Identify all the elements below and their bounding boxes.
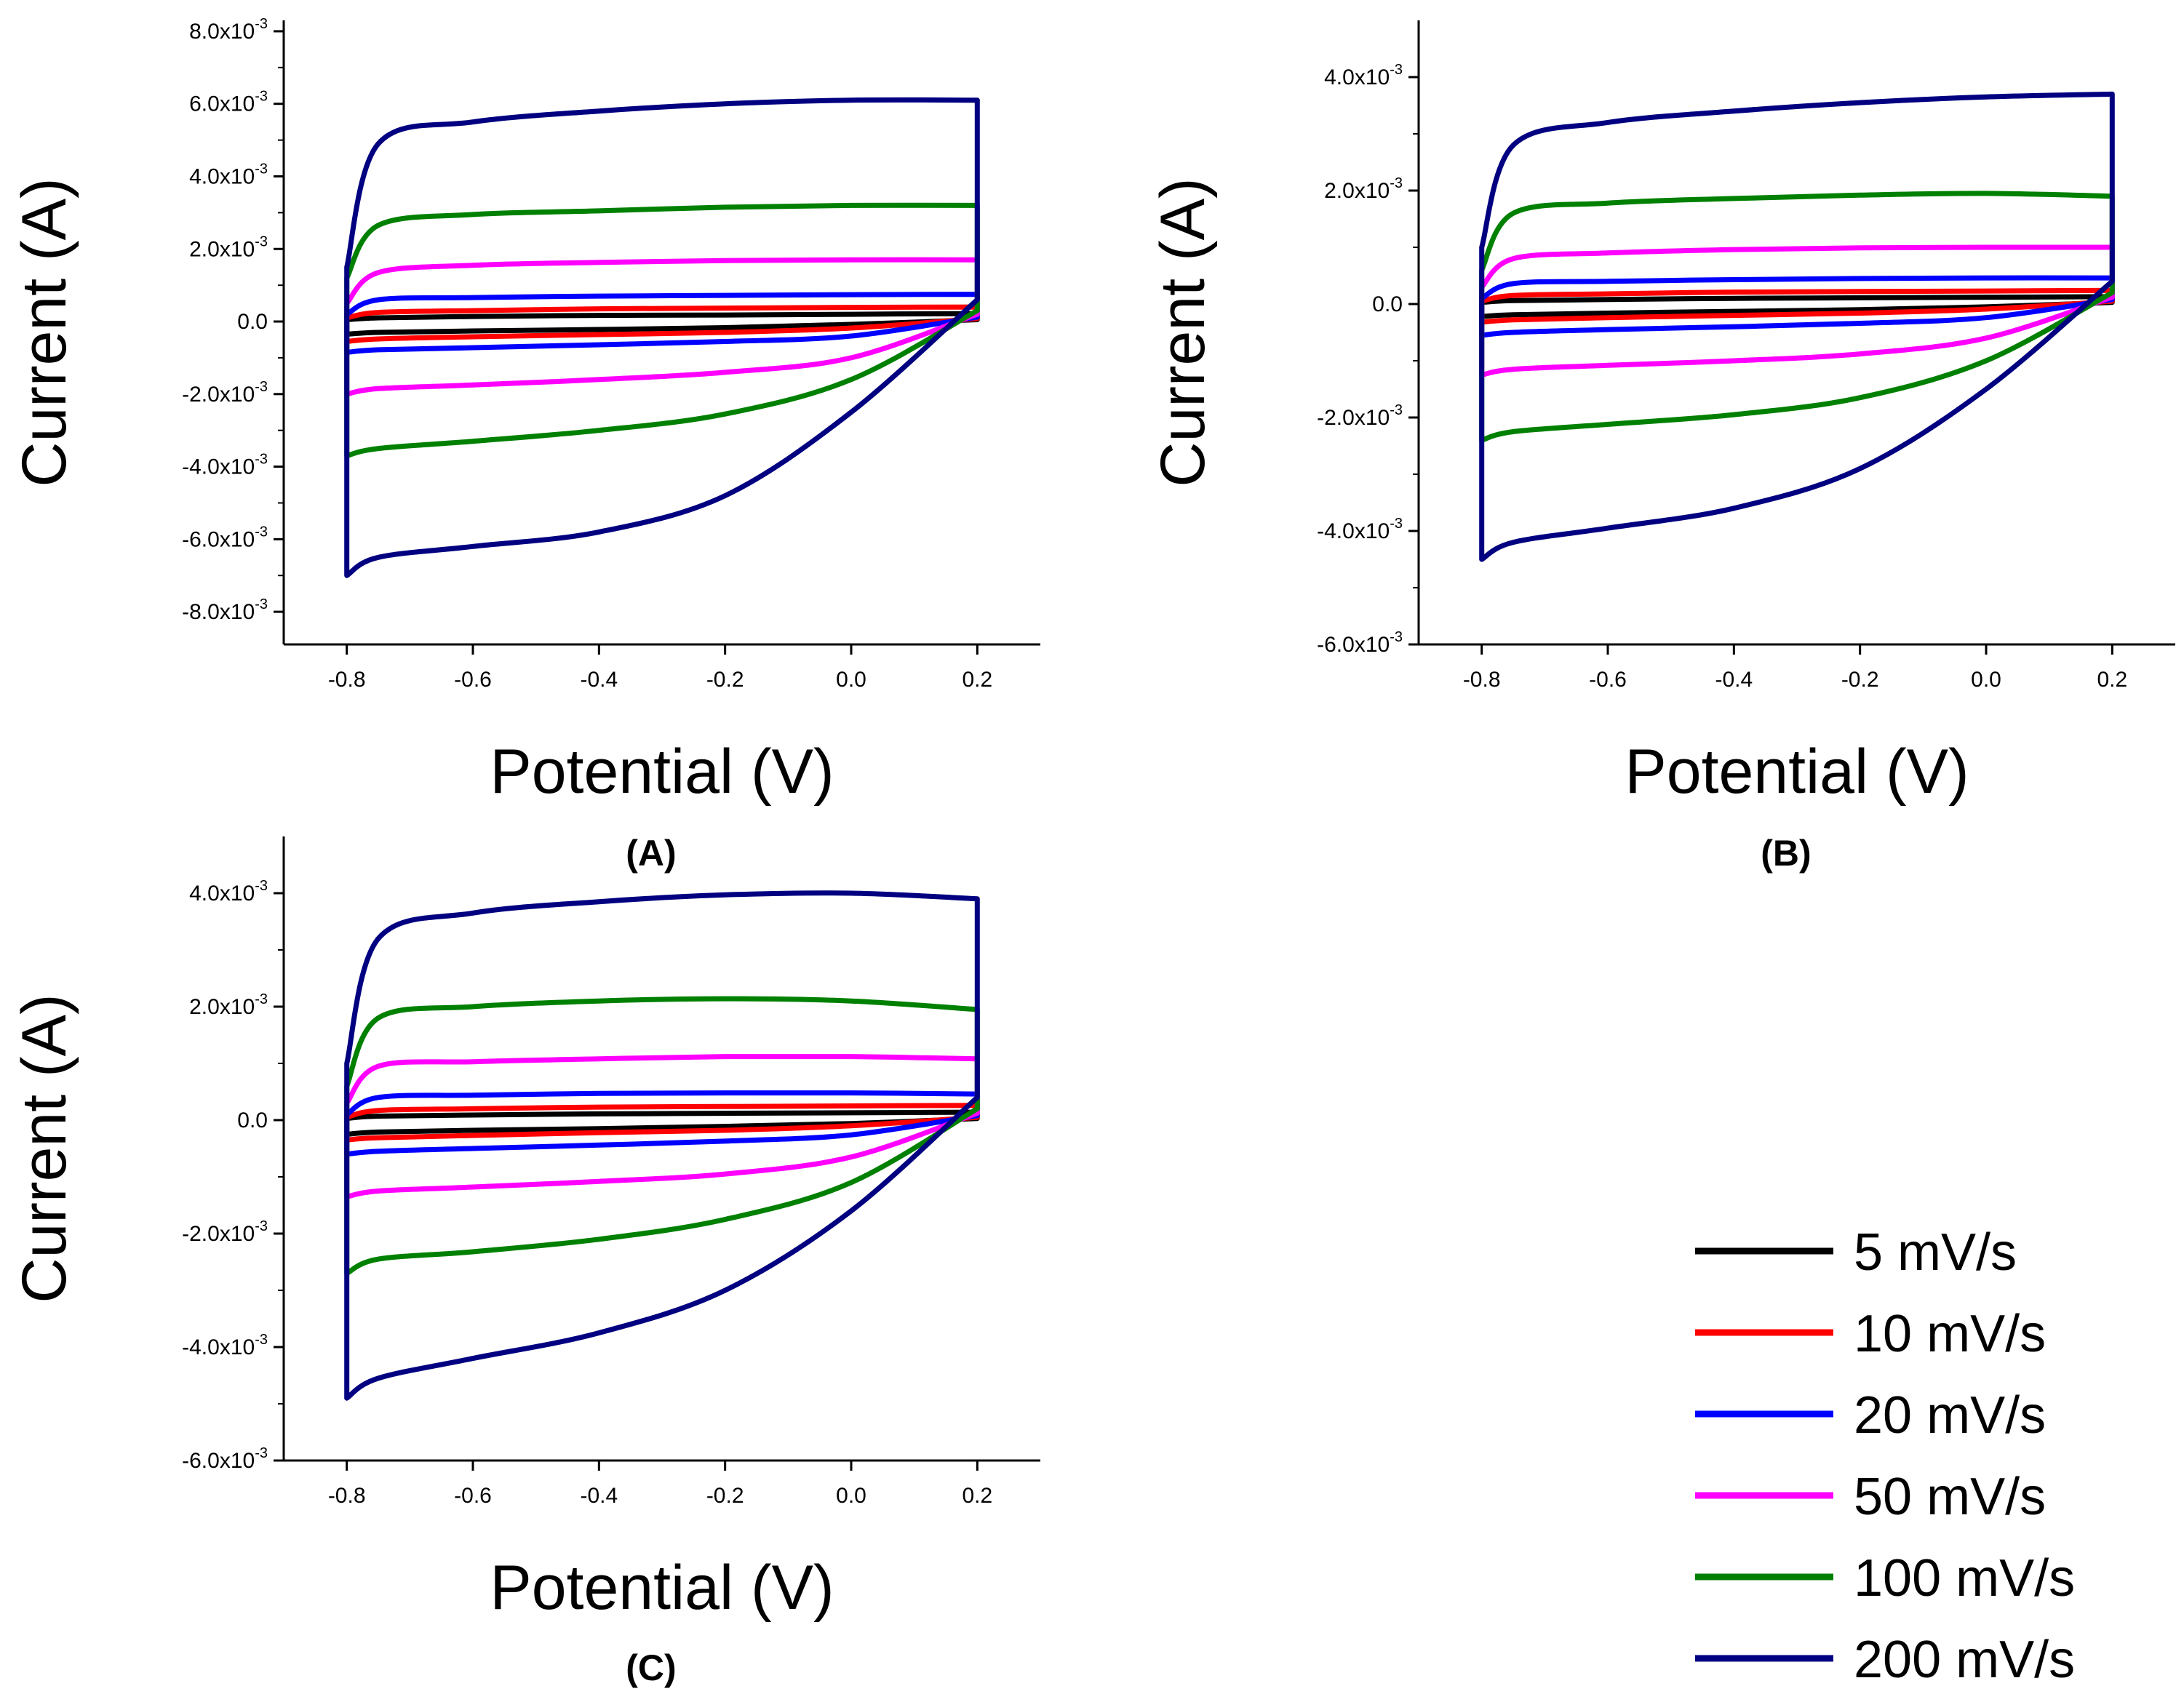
cv-loop-200-mv-s — [344, 97, 980, 578]
chart-panel-c: -0.8 -0.6 -0.4 -0.2 0.0 0.2 4.0x10-3 2.0x10-3 0.… — [9, 836, 1040, 1688]
x-axis-title: Potential (V) — [490, 1553, 834, 1623]
y-tick-label: -2.0x10-3 — [1317, 402, 1403, 430]
x-tick-label: -0.8 — [328, 1484, 366, 1508]
y-axis-title: Current (A) — [1148, 177, 1218, 487]
y-tick-label: -6.0x10-3 — [182, 1445, 268, 1473]
y-tick-label: 0.0 — [237, 310, 268, 334]
chart-panel-b: -0.8 -0.6 -0.4 -0.2 0.0 0.2 4.0x10-3 2.0x10-3 0.… — [1148, 20, 2175, 874]
y-tick-label: 2.0x10-3 — [189, 991, 268, 1019]
y-tick-label: 2.0x10-3 — [1324, 175, 1403, 203]
x-tick-label: 0.0 — [836, 668, 866, 692]
cv-loop-200-mv-s — [1479, 91, 2115, 562]
x-tick-label: -0.8 — [328, 668, 366, 692]
x-tick-label: -0.6 — [454, 668, 492, 692]
x-tick-label: -0.8 — [1463, 668, 1501, 692]
y-axis-title: Current (A) — [9, 994, 79, 1303]
x-axis-title: Potential (V) — [1625, 737, 1969, 807]
y-tick-label: -4.0x10-3 — [182, 452, 268, 479]
x-tick-label: -0.4 — [580, 668, 618, 692]
y-tick-label: -6.0x10-3 — [182, 524, 268, 551]
x-tick-label: -0.2 — [706, 668, 744, 692]
y-tick-label: 0.0 — [1372, 292, 1403, 316]
x-axis-title: Potential (V) — [490, 737, 834, 807]
y-tick-label: -4.0x10-3 — [182, 1332, 268, 1359]
x-tick-label: 0.2 — [2097, 668, 2127, 692]
y-tick-label: 4.0x10-3 — [189, 878, 268, 906]
y-tick-label: 4.0x10-3 — [189, 161, 268, 189]
legend-label: 50 mV/s — [1854, 1468, 2046, 1526]
x-tick-label: -0.4 — [580, 1484, 618, 1508]
y-tick-label: 4.0x10-3 — [1324, 62, 1403, 89]
x-tick-label: -0.6 — [454, 1484, 492, 1508]
x-tick-label: 0.2 — [962, 1484, 992, 1508]
y-tick-label: -4.0x10-3 — [1317, 516, 1403, 543]
y-tick-label: -2.0x10-3 — [182, 379, 268, 407]
x-tick-label: -0.6 — [1589, 668, 1627, 692]
y-tick-label: -8.0x10-3 — [182, 596, 268, 624]
y-tick-label: 0.0 — [237, 1108, 268, 1132]
x-tick-label: 0.0 — [1971, 668, 2001, 692]
x-tick-label: -0.4 — [1715, 668, 1753, 692]
cv-loop-20-mv-s — [344, 292, 980, 355]
panel-label: (A) — [626, 833, 676, 874]
x-tick-label: 0.2 — [962, 668, 992, 692]
y-tick-label: 6.0x10-3 — [189, 89, 268, 116]
legend-label: 5 mV/s — [1854, 1223, 2017, 1282]
x-tick-label: 0.0 — [836, 1484, 866, 1508]
y-tick-label: -6.0x10-3 — [1317, 629, 1403, 657]
legend-label: 20 mV/s — [1854, 1386, 2046, 1445]
legend-label: 200 mV/s — [1854, 1631, 2075, 1689]
legend-label: 100 mV/s — [1854, 1549, 2075, 1607]
x-tick-label: -0.2 — [706, 1484, 744, 1508]
y-tick-label: 8.0x10-3 — [189, 16, 268, 44]
x-tick-label: -0.2 — [1841, 668, 1879, 692]
chart-panel-a: -0.8 -0.6 -0.4 -0.2 0.0 0.2 8.0x10-3 6.0x10-3 4.… — [9, 16, 1040, 874]
panel-label: (C) — [626, 1647, 676, 1688]
y-axis-title: Current (A) — [9, 177, 79, 487]
legend-label: 10 mV/s — [1854, 1305, 2046, 1363]
y-tick-label: 2.0x10-3 — [189, 233, 268, 261]
panel-label: (B) — [1761, 833, 1811, 874]
cv-loop-200-mv-s — [344, 890, 980, 1401]
y-tick-label: -2.0x10-3 — [182, 1218, 268, 1246]
legend: 5 mV/s 10 mV/s 20 mV/s 50 mV/s 100 mV/s 200 m… — [1695, 1223, 2075, 1689]
